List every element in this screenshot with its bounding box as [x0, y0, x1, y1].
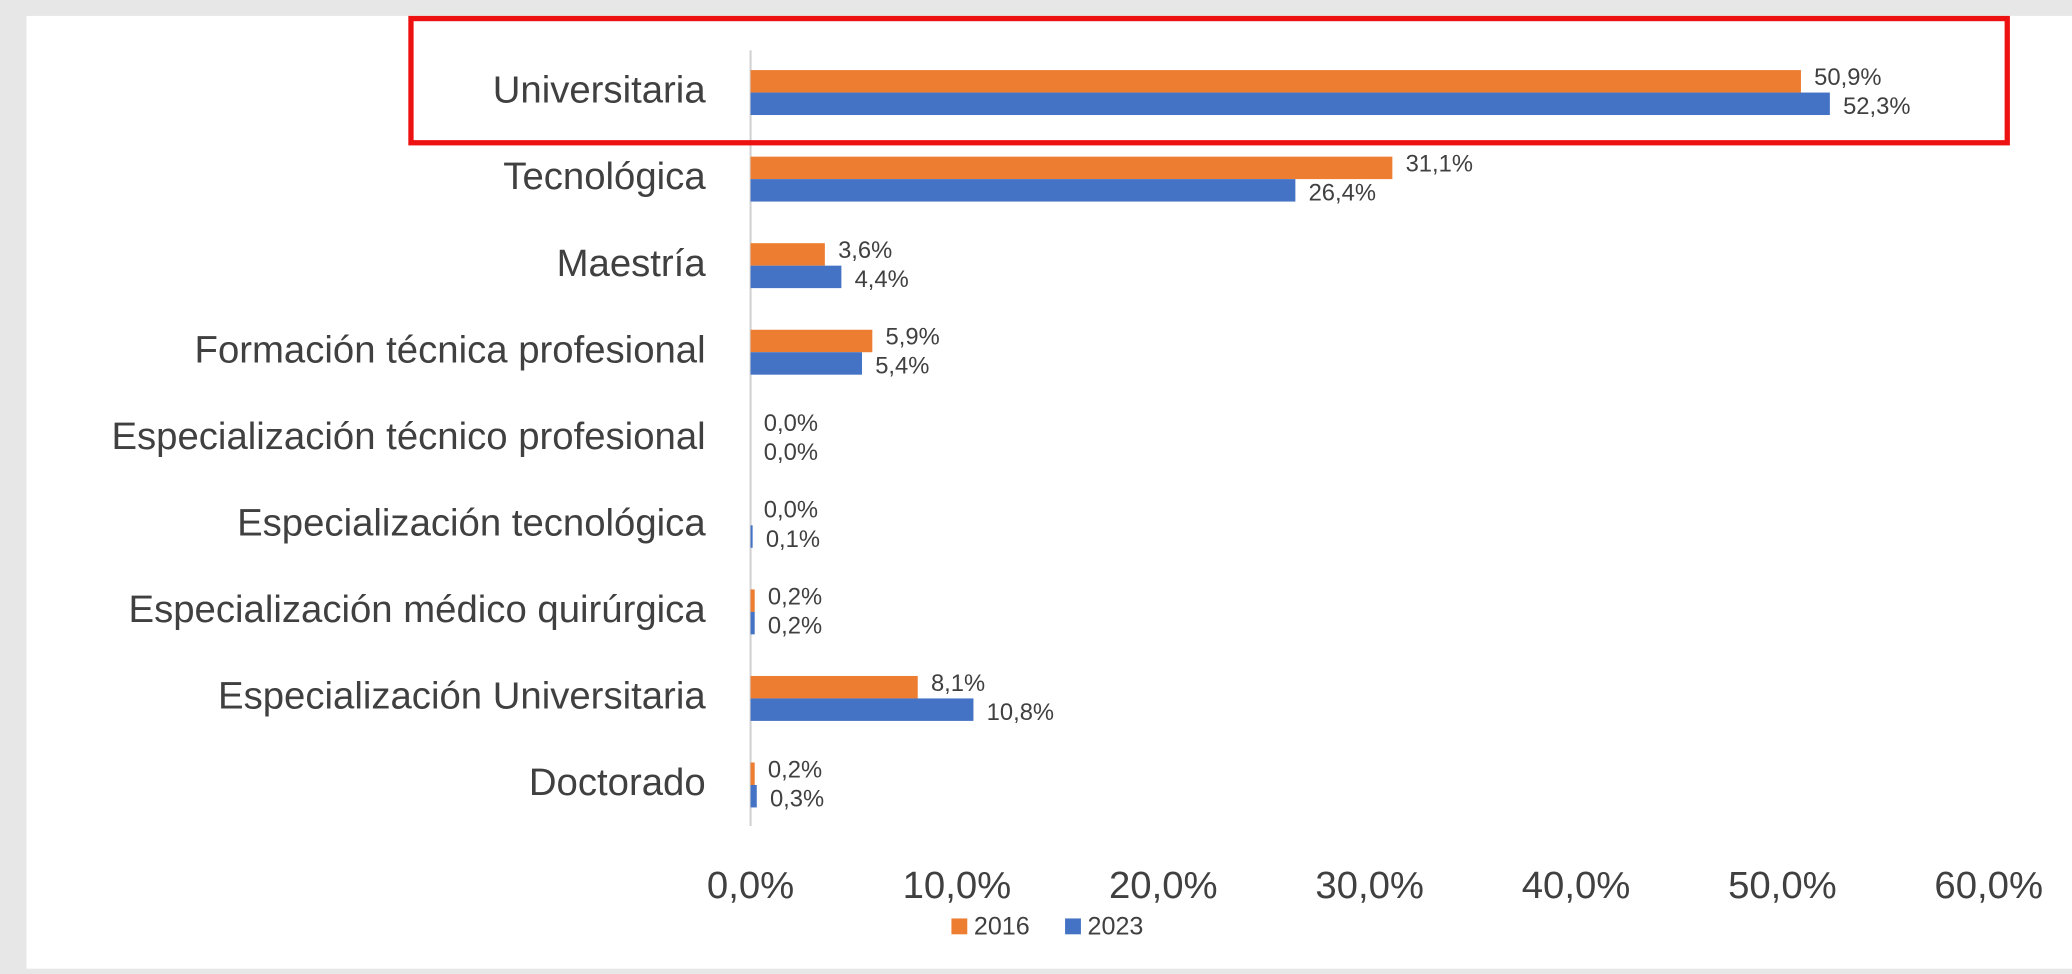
category-label: Maestría — [557, 242, 707, 285]
value-label: 0,0% — [764, 439, 818, 466]
category-label: Especialización técnico profesional — [111, 415, 705, 458]
bar — [750, 352, 863, 375]
value-label: 3,6% — [838, 237, 892, 264]
bar — [750, 675, 918, 699]
x-tick-label: 50,0% — [1728, 864, 1837, 907]
bar — [750, 698, 974, 721]
value-label: 50,9% — [1814, 64, 1881, 91]
value-label: 10,8% — [987, 699, 1054, 726]
legend-swatch — [1065, 918, 1081, 935]
x-tick-label: 60,0% — [1934, 864, 2043, 907]
category-label: Especialización Universitaria — [218, 675, 706, 718]
value-label: 0,2% — [768, 583, 822, 610]
value-label: 31,1% — [1406, 151, 1473, 178]
bar — [750, 784, 757, 808]
legend-swatch — [951, 918, 968, 935]
bar — [750, 329, 873, 353]
bar — [750, 156, 1393, 180]
bar — [750, 179, 1296, 202]
bar — [750, 762, 755, 785]
x-tick-label: 10,0% — [903, 864, 1012, 907]
value-label: 8,1% — [931, 670, 985, 697]
bar — [750, 589, 755, 612]
value-label: 5,4% — [875, 353, 929, 380]
category-label: Especialización tecnológica — [237, 501, 706, 544]
bar — [750, 70, 1801, 93]
highlight-box — [408, 15, 2010, 146]
value-label: 0,1% — [766, 526, 820, 553]
category-label: Tecnológica — [503, 155, 706, 198]
category-label: Formación técnica profesional — [195, 328, 706, 371]
x-tick-label: 30,0% — [1315, 864, 1424, 907]
x-tick-label: 0,0% — [707, 864, 794, 907]
legend-label: 2023 — [1088, 912, 1144, 940]
category-label: Doctorado — [529, 761, 706, 804]
bar — [750, 525, 753, 548]
category-label: Universitaria — [493, 69, 707, 112]
value-label: 0,2% — [768, 612, 822, 639]
bar — [750, 243, 825, 266]
value-label: 0,0% — [764, 410, 818, 437]
bar — [750, 265, 842, 289]
value-label: 5,9% — [886, 324, 940, 351]
legend-label: 2016 — [974, 912, 1030, 940]
value-label: 0,3% — [770, 785, 824, 812]
category-label: Especialización médico quirúrgica — [129, 588, 707, 631]
bar — [750, 611, 755, 635]
value-label: 52,3% — [1843, 93, 1910, 120]
x-tick-label: 40,0% — [1522, 864, 1631, 907]
value-label: 4,4% — [855, 266, 909, 293]
value-label: 0,2% — [768, 756, 822, 783]
x-tick-label: 20,0% — [1109, 864, 1218, 907]
value-label: 26,4% — [1309, 180, 1376, 207]
value-label: 0,0% — [764, 497, 818, 524]
bar — [750, 92, 1830, 116]
